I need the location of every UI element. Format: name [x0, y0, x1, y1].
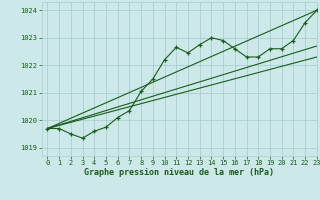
X-axis label: Graphe pression niveau de la mer (hPa): Graphe pression niveau de la mer (hPa) — [84, 168, 274, 177]
